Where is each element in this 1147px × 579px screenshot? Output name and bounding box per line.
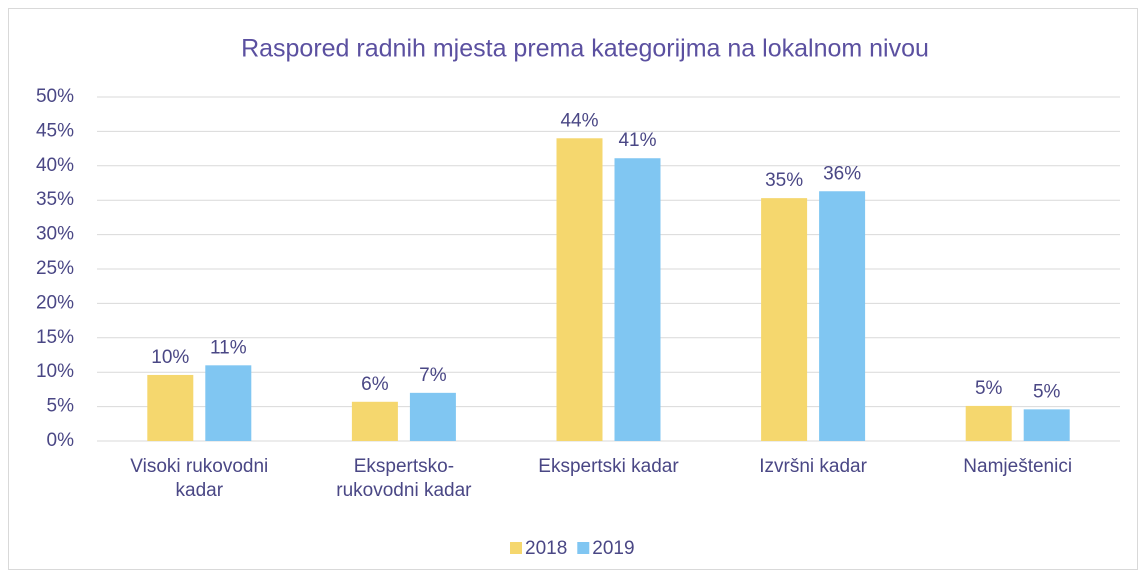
bar xyxy=(819,191,866,441)
data-label: 41% xyxy=(618,130,656,151)
legend-swatch xyxy=(577,542,590,554)
data-label: 6% xyxy=(361,374,389,395)
y-tick-label: 0% xyxy=(47,430,75,451)
bar xyxy=(147,374,194,441)
bar xyxy=(556,138,603,441)
data-label: 35% xyxy=(765,170,803,191)
legend-swatch xyxy=(510,542,522,554)
bar xyxy=(1023,409,1070,441)
bar xyxy=(761,198,808,441)
bar xyxy=(409,392,456,441)
data-label: 5% xyxy=(975,378,1003,399)
data-label: 36% xyxy=(823,163,861,184)
x-tick-label: Namještenici xyxy=(963,456,1073,477)
bar xyxy=(614,158,661,441)
legend-label: 2019 xyxy=(592,538,634,559)
x-tick-label: Visoki rukovodni kadar xyxy=(130,456,269,501)
y-tick-label: 40% xyxy=(36,155,74,176)
bar xyxy=(351,401,398,441)
data-label: 7% xyxy=(419,365,447,386)
y-tick-label: 20% xyxy=(36,292,74,313)
data-label: 11% xyxy=(210,337,247,358)
x-tick-label: Izvršni kadar xyxy=(759,456,867,477)
data-label: 5% xyxy=(1033,381,1061,402)
y-tick-label: 30% xyxy=(36,224,74,245)
x-tick-label: Ekspertski kadar xyxy=(538,456,679,477)
y-tick-label: 5% xyxy=(47,396,75,417)
data-label: 10% xyxy=(151,347,189,368)
chart-title: Raspored radnih mjesta prema kategorijma… xyxy=(241,35,929,63)
y-tick-label: 25% xyxy=(36,258,74,279)
y-tick-label: 45% xyxy=(36,120,74,141)
y-tick-label: 10% xyxy=(36,361,74,382)
legend-label: 2018 xyxy=(525,538,567,559)
bar xyxy=(205,365,252,441)
y-tick-label: 35% xyxy=(36,189,74,210)
y-tick-label: 15% xyxy=(36,327,74,348)
bar xyxy=(965,405,1012,441)
y-tick-label: 50% xyxy=(36,86,74,107)
x-tick-label: Ekspertsko-rukovodni kadar xyxy=(336,456,472,501)
data-label: 44% xyxy=(560,110,598,131)
